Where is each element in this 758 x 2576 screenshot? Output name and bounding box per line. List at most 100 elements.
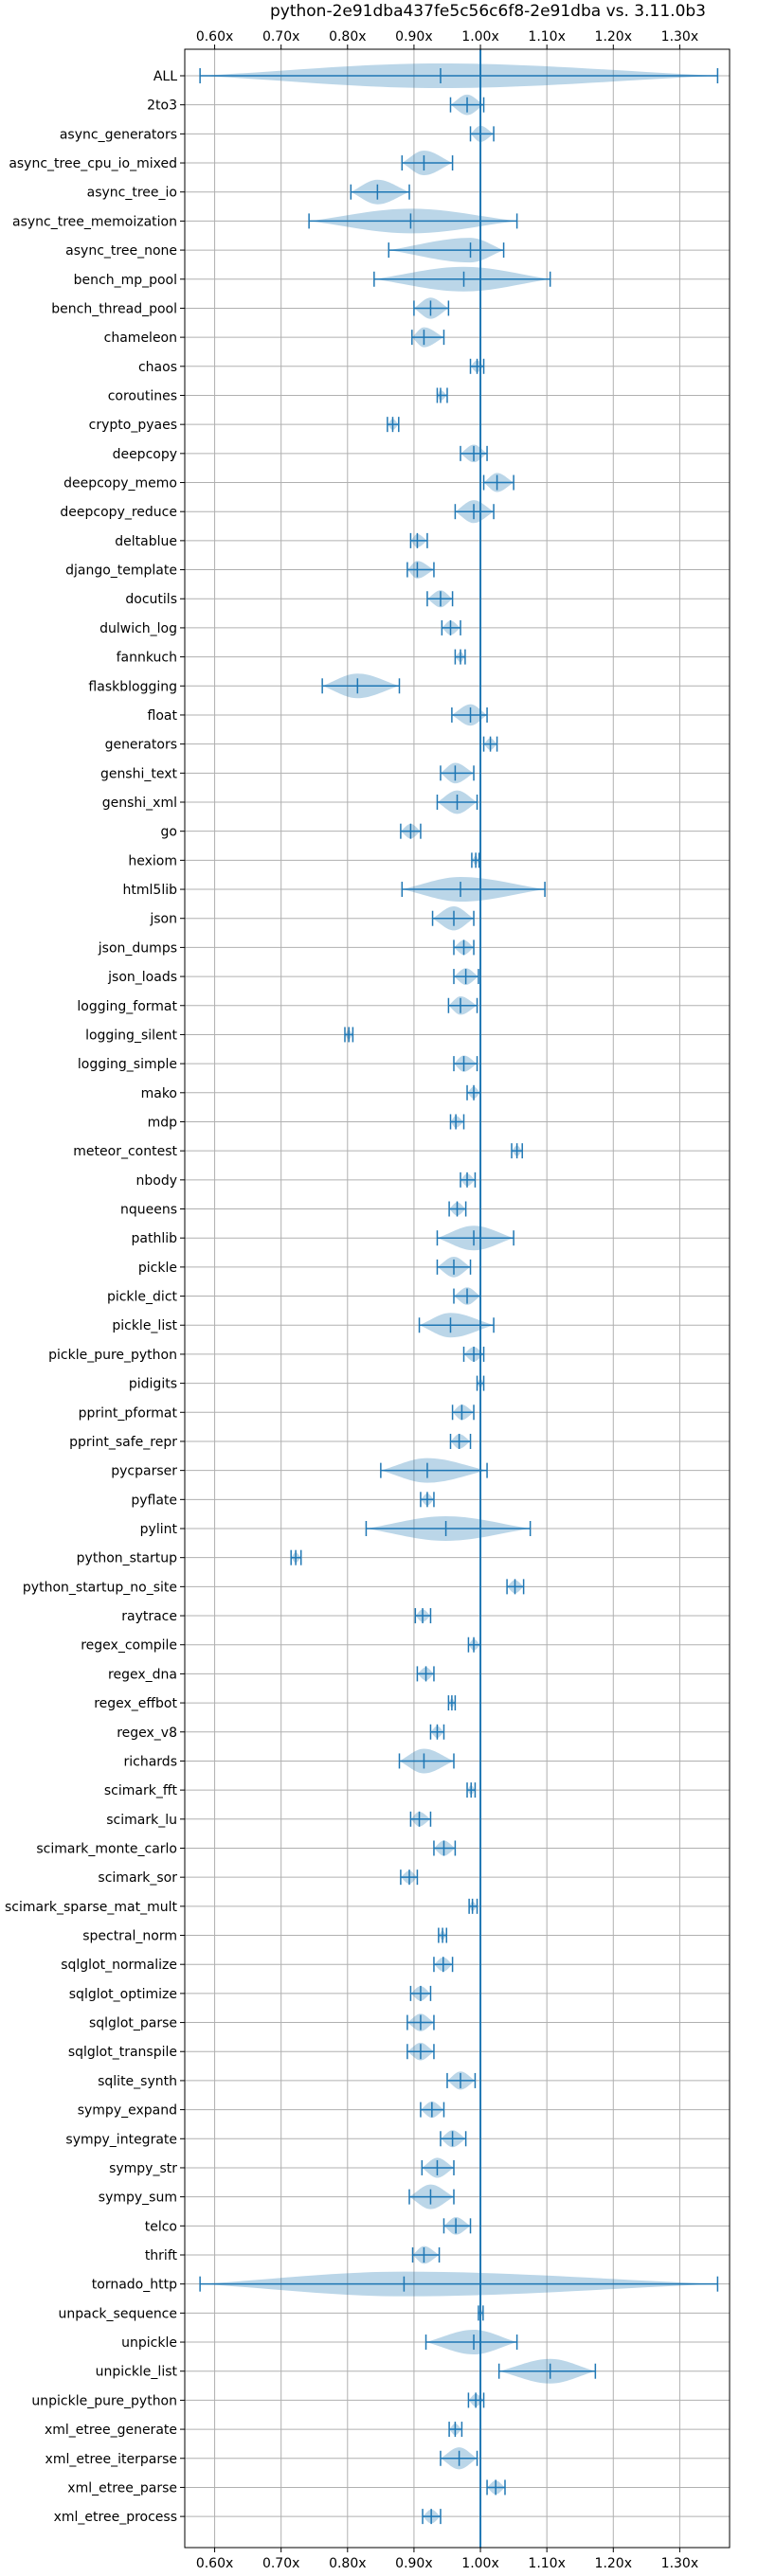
violin-mdp bbox=[449, 1114, 465, 1130]
x-tick-label-bottom: 1.00x bbox=[461, 2556, 498, 2571]
x-tick-label-bottom: 0.70x bbox=[262, 2556, 299, 2571]
violin-django_template bbox=[406, 561, 435, 579]
category-label: thrift bbox=[145, 2248, 178, 2263]
category-label: pidigits bbox=[129, 1377, 177, 1392]
category-label: unpickle bbox=[121, 2335, 177, 2351]
category-label: pickle bbox=[138, 1261, 177, 1276]
violin-deepcopy_memo bbox=[482, 473, 514, 492]
category-label: sqlglot_transpile bbox=[68, 2045, 177, 2060]
violin-pickle_list bbox=[418, 1313, 495, 1338]
category-label: unpickle_pure_python bbox=[31, 2393, 177, 2408]
violin-spectral_norm bbox=[438, 1927, 448, 1943]
category-label: spectral_norm bbox=[82, 1929, 177, 1944]
category-label: crypto_pyaes bbox=[89, 418, 177, 433]
violin-deepcopy_reduce bbox=[454, 500, 495, 524]
category-label: hexiom bbox=[128, 853, 177, 868]
category-label: sqlglot_normalize bbox=[61, 1958, 177, 1973]
violin-async_tree_memoization bbox=[308, 208, 518, 234]
x-tick-label-top: 0.80x bbox=[329, 29, 366, 45]
category-label: async_generators bbox=[60, 127, 177, 142]
violin-telco bbox=[442, 2216, 472, 2235]
violin-pprint_pformat bbox=[451, 1404, 475, 1421]
category-label: mdp bbox=[148, 1115, 178, 1130]
violin-hexiom bbox=[471, 852, 480, 868]
violin-pathlib bbox=[436, 1225, 514, 1251]
violin-regex_v8 bbox=[429, 1724, 445, 1740]
x-tick-label-bottom: 1.10x bbox=[528, 2556, 565, 2571]
violin-sympy_str bbox=[421, 2157, 455, 2178]
category-label: scimark_lu bbox=[106, 1813, 177, 1828]
category-label: deltablue bbox=[115, 534, 177, 549]
violin-scimark_lu bbox=[409, 1811, 432, 1827]
category-label: chaos bbox=[138, 360, 177, 375]
category-label: unpack_sequence bbox=[59, 2306, 177, 2321]
x-tick-label-top: 0.60x bbox=[196, 29, 233, 45]
category-label: scimark_sor bbox=[98, 1870, 177, 1886]
violin-bench_thread_pool bbox=[413, 297, 450, 319]
category-label: pickle_dict bbox=[107, 1290, 178, 1305]
x-tick-label-top: 1.10x bbox=[528, 29, 565, 45]
category-label: html5lib bbox=[123, 883, 178, 898]
violin-pickle bbox=[436, 1257, 472, 1278]
violin-sympy_sum bbox=[408, 2184, 455, 2209]
violin-regex_effbot bbox=[447, 1695, 457, 1711]
category-label: async_tree_io bbox=[87, 186, 177, 201]
violin-logging_silent bbox=[344, 1027, 354, 1043]
chart-title: python-2e91dba437fe5c56c6f8-2e91dba vs. … bbox=[270, 2, 706, 21]
x-tick-label-bottom: 1.30x bbox=[661, 2556, 698, 2571]
violin-generators bbox=[482, 736, 498, 752]
violin-xml_etree_generate bbox=[448, 2422, 463, 2438]
category-label: raytrace bbox=[121, 1609, 177, 1624]
category-label: docutils bbox=[125, 592, 177, 607]
violin-async_tree_io bbox=[350, 179, 410, 205]
violin-flaskblogging bbox=[321, 673, 401, 699]
violin-sqlglot_optimize bbox=[409, 1985, 432, 2001]
x-tick-label-bottom: 0.60x bbox=[196, 2556, 233, 2571]
violin-async_generators bbox=[469, 125, 495, 142]
category-label: richards bbox=[124, 1754, 178, 1769]
category-label: pylint bbox=[140, 1522, 178, 1537]
category-label: django_template bbox=[65, 564, 177, 579]
category-label: flaskblogging bbox=[88, 679, 177, 694]
violin-pyflate bbox=[420, 1492, 435, 1508]
category-label: deepcopy bbox=[113, 447, 177, 462]
category-label: json_loads bbox=[107, 970, 177, 985]
category-label: regex_dna bbox=[108, 1667, 177, 1682]
category-label: pycparser bbox=[111, 1464, 177, 1479]
category-label: pickle_pure_python bbox=[48, 1348, 177, 1363]
category-label: xml_etree_generate bbox=[45, 2423, 177, 2438]
category-label: go bbox=[161, 825, 177, 840]
x-tick-label-top: 1.00x bbox=[461, 29, 498, 45]
category-label: logging_simple bbox=[78, 1057, 177, 1072]
violin-sqlglot_normalize bbox=[433, 1957, 454, 1973]
category-label: float bbox=[148, 708, 178, 724]
violin-html5lib bbox=[401, 877, 546, 903]
violin-crypto_pyaes bbox=[387, 417, 400, 433]
category-label: xml_etree_process bbox=[54, 2510, 177, 2525]
violin-coroutines bbox=[436, 387, 448, 403]
category-label: nbody bbox=[136, 1173, 178, 1189]
category-label: regex_v8 bbox=[117, 1726, 177, 1741]
plot-frame bbox=[184, 48, 731, 2549]
violin-pprint_safe_repr bbox=[449, 1433, 472, 1449]
category-label: deepcopy_memo bbox=[63, 476, 177, 492]
category-label: chameleon bbox=[104, 331, 177, 346]
category-label: scimark_fft bbox=[104, 1783, 178, 1798]
violin-docutils bbox=[426, 590, 454, 608]
violin-xml_etree_process bbox=[422, 2509, 442, 2525]
category-label: sqlglot_parse bbox=[89, 2016, 177, 2031]
category-label: scimark_monte_carlo bbox=[36, 1841, 177, 1856]
category-label: python_startup_no_site bbox=[23, 1580, 177, 1595]
category-label: xml_etree_iterparse bbox=[45, 2452, 177, 2467]
category-label: tornado_http bbox=[92, 2278, 177, 2293]
violin-scimark_monte_carlo bbox=[433, 1840, 457, 1856]
violin-ALL bbox=[199, 63, 719, 88]
grid-layer bbox=[185, 49, 730, 2548]
violin-python_startup_no_site bbox=[506, 1579, 525, 1595]
violin-tornado_http bbox=[199, 2271, 719, 2297]
category-label: sqlglot_optimize bbox=[69, 1987, 177, 2002]
violin-genshi_text bbox=[440, 762, 475, 784]
violin-chaos bbox=[469, 358, 485, 374]
violin-json_loads bbox=[453, 968, 479, 985]
violin-sympy_integrate bbox=[440, 2130, 467, 2148]
